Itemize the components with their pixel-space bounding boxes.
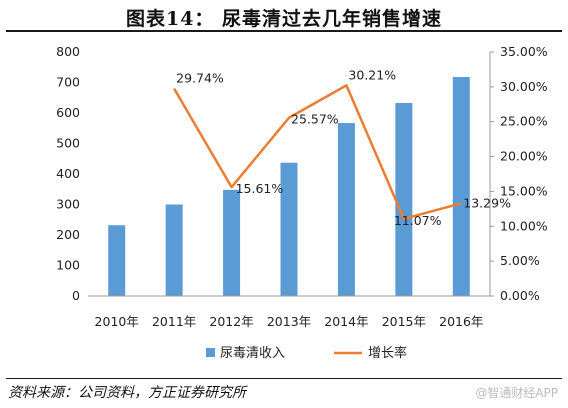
right-tick-label: 35.00% <box>500 44 548 59</box>
line-data-label: 11.07% <box>394 213 442 228</box>
bar-series <box>108 77 470 296</box>
right-tick-label: 20.00% <box>500 149 548 164</box>
left-y-axis: 0 100 200 300 400 500 600 700 800 <box>56 44 80 303</box>
title-rule <box>6 30 562 32</box>
line-data-label: 25.57% <box>291 112 339 127</box>
legend-bar-swatch <box>206 348 215 357</box>
x-tick-label: 2013年 <box>267 314 311 329</box>
x-tick-label: 2015年 <box>382 314 426 329</box>
x-tick-label: 2012年 <box>209 314 253 329</box>
right-tick-label: 5.00% <box>500 253 540 268</box>
line-data-label: 15.61% <box>236 181 284 196</box>
bar <box>108 225 126 296</box>
bar <box>395 102 413 296</box>
left-tick-label: 400 <box>56 166 80 181</box>
source-note: 资料来源：公司资料，方正证券研究所 <box>8 385 246 401</box>
left-tick-label: 200 <box>56 227 80 242</box>
x-tick-label: 2016年 <box>439 314 483 329</box>
line-data-label: 30.21% <box>348 67 396 82</box>
right-tick-label: 25.00% <box>500 114 548 129</box>
combo-chart: 0 100 200 300 400 500 600 700 800 0.00% 5.00% 10.0… <box>56 44 548 361</box>
footer-rule <box>6 378 562 379</box>
chart-title: 图表14： 尿毒清过去几年销售增速 <box>125 8 443 30</box>
watermark: @智通财经APP <box>475 386 558 400</box>
right-tick-label: 30.00% <box>500 79 548 94</box>
legend-bar-label: 尿毒清收入 <box>220 346 285 361</box>
legend: 尿毒清收入 增长率 <box>206 345 407 361</box>
left-tick-label: 100 <box>56 258 80 273</box>
x-tick-label: 2014年 <box>324 314 368 329</box>
left-tick-label: 300 <box>56 197 80 212</box>
right-tick-label: 10.00% <box>500 218 548 233</box>
right-y-axis: 0.00% 5.00% 10.00% 15.00% 20.00% 25.00% 30.00%… <box>489 44 548 303</box>
bar <box>452 77 470 296</box>
left-tick-label: 500 <box>56 136 80 151</box>
left-tick-label: 800 <box>56 44 80 59</box>
x-axis: 2010年 2011年 2012年 2013年 2014年 2015年 2016年 <box>88 295 490 329</box>
left-tick-label: 600 <box>56 105 80 120</box>
right-tick-label: 0.00% <box>500 288 540 303</box>
bar <box>165 204 183 296</box>
bar <box>223 189 241 296</box>
x-tick-label: 2010年 <box>95 314 139 329</box>
line-data-label: 29.74% <box>176 71 224 86</box>
x-tick-label: 2011年 <box>152 314 196 329</box>
line-data-label: 13.29% <box>463 195 511 210</box>
growth-line <box>173 84 462 221</box>
left-tick-label: 0 <box>72 288 80 303</box>
left-tick-label: 700 <box>56 75 80 90</box>
right-tick-label: 15.00% <box>500 183 548 198</box>
bar <box>280 162 298 296</box>
legend-line-label: 增长率 <box>368 345 407 361</box>
line-series: 29.74% 15.61% 25.57% 30.21% 11.07% 13.29% <box>173 67 511 228</box>
bar <box>337 123 355 296</box>
